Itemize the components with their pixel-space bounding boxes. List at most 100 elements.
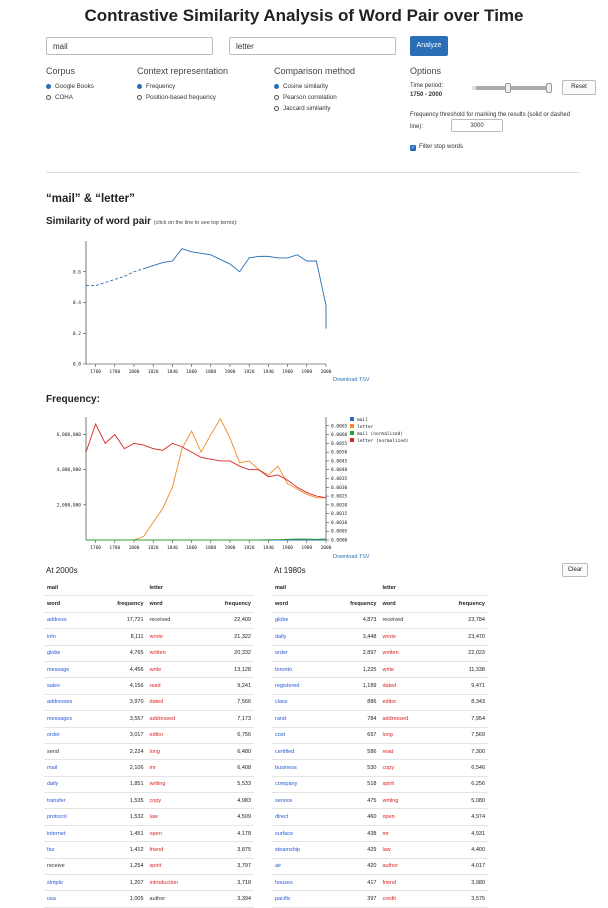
table-row: registered 1,189 dated 9,471 — [272, 678, 488, 694]
table-word-link[interactable]: daily — [272, 629, 325, 645]
table-group-header-cell: letter — [379, 580, 488, 596]
table-word-link[interactable]: write — [379, 661, 433, 677]
table-frequency-cell: 8,111 — [95, 629, 147, 645]
table-word-link[interactable]: read — [147, 678, 202, 694]
reset-button[interactable]: Reset — [562, 80, 596, 95]
table-word-link[interactable]: received — [379, 612, 433, 628]
table-word-link[interactable]: company — [272, 776, 325, 792]
threshold-input[interactable]: 3000 — [451, 119, 503, 132]
table-word-link[interactable]: transfer — [44, 793, 95, 809]
table-word-link[interactable]: spirit — [379, 776, 433, 792]
table-word-link[interactable]: addressed — [379, 711, 433, 727]
table-word-link[interactable]: cost — [272, 727, 325, 743]
slider-handle-end[interactable] — [546, 83, 552, 93]
table-word-link[interactable]: mr — [379, 825, 433, 841]
table-word-link[interactable]: copy — [379, 760, 433, 776]
table-word-link[interactable]: rand — [272, 711, 325, 727]
table-word-link[interactable]: pacific — [272, 891, 325, 907]
table-word-link[interactable]: long — [379, 727, 433, 743]
table-word-link[interactable]: globe — [44, 645, 95, 661]
table-word-link[interactable]: writing — [147, 776, 202, 792]
table-word-link[interactable]: steamship — [272, 842, 325, 858]
table-word-link[interactable]: write — [147, 661, 202, 677]
table-word-link[interactable]: wrote — [379, 629, 433, 645]
table-word-link[interactable]: usa — [44, 891, 95, 907]
table-word-link[interactable]: copy — [147, 793, 202, 809]
table-word-link[interactable]: air — [272, 858, 325, 874]
table-word-link[interactable]: addresses — [44, 694, 95, 710]
analyze-button[interactable]: Analyze — [410, 36, 448, 56]
comparison-option-jaccard[interactable]: Jaccard similarity — [274, 105, 330, 112]
legend-swatch — [350, 424, 354, 428]
table-word-link[interactable]: surface — [272, 825, 325, 841]
table-word-link[interactable]: credit — [379, 891, 433, 907]
table-word-link[interactable]: author — [379, 858, 433, 874]
table-word-link[interactable]: editor — [147, 727, 202, 743]
table-word-link[interactable]: sales — [44, 678, 95, 694]
corpus-option-google-books[interactable]: Google Books — [46, 83, 94, 90]
table-word-link[interactable]: open — [379, 809, 433, 825]
table-word-link[interactable]: class — [272, 694, 325, 710]
table-word-link[interactable]: internet — [44, 825, 95, 841]
table-word-link[interactable]: globe — [272, 612, 325, 628]
table-word-link[interactable]: messages — [44, 711, 95, 727]
table-word-link[interactable]: daily — [44, 776, 95, 792]
table-word-link[interactable]: spirit — [147, 858, 202, 874]
table-word-link[interactable]: editor — [379, 694, 433, 710]
table-word-link[interactable]: friend — [379, 875, 433, 891]
slider-handle-start[interactable] — [505, 83, 511, 93]
table-frequency-cell: 4,931 — [433, 825, 488, 841]
table-word-link[interactable]: open — [147, 825, 202, 841]
table-word-link[interactable]: certified — [272, 743, 325, 759]
table-word-link[interactable]: message — [44, 661, 95, 677]
table-word-link[interactable]: law — [147, 809, 202, 825]
table-word-link[interactable]: dated — [379, 678, 433, 694]
comparison-option-cosine[interactable]: Cosine similarity — [274, 83, 328, 90]
table-word-link[interactable]: send — [44, 743, 95, 759]
table-word-link[interactable]: houses — [272, 875, 325, 891]
comparison-option-pearson[interactable]: Pearson correlation — [274, 94, 337, 101]
period-range-slider[interactable] — [472, 84, 552, 92]
table-word-link[interactable]: written — [147, 645, 202, 661]
table-word-link[interactable]: protocol — [44, 809, 95, 825]
table-word-link[interactable]: read — [379, 743, 433, 759]
clear-button[interactable]: Clear — [562, 563, 588, 577]
table-word-link[interactable]: simple — [44, 875, 95, 891]
table-word-link[interactable]: wrote — [147, 629, 202, 645]
table-word-link[interactable]: friend — [147, 842, 202, 858]
word1-input[interactable]: mail — [46, 37, 213, 55]
table-word-link[interactable]: service — [272, 793, 325, 809]
word2-input[interactable]: letter — [229, 37, 396, 55]
table-word-link[interactable]: info — [44, 629, 95, 645]
frequency-chart[interactable]: 2,000,000 4,000,000 6,000,000 0.0000 0.0005 0… — [30, 412, 420, 557]
table-word-link[interactable]: mr — [147, 760, 202, 776]
similarity-chart[interactable]: 0.0 0.2 0.4 0.6 1760 1780 1800 1820 1840 1860 1880… — [46, 236, 336, 376]
table-word-link[interactable]: toronto — [272, 661, 325, 677]
table-word-link[interactable]: received — [147, 612, 202, 628]
table-word-link[interactable]: long — [147, 743, 202, 759]
table-word-link[interactable]: fax — [44, 842, 95, 858]
table-word-link[interactable]: order — [272, 645, 325, 661]
table-word-link[interactable]: order — [44, 727, 95, 743]
table-word-link[interactable]: introduction — [147, 875, 202, 891]
table-word-link[interactable]: dated — [147, 694, 202, 710]
table-word-link[interactable]: written — [379, 645, 433, 661]
table-word-link[interactable]: registered — [272, 678, 325, 694]
divider — [46, 172, 580, 173]
table-word-link[interactable]: author — [147, 891, 202, 907]
table-word-link[interactable]: business — [272, 760, 325, 776]
table-word-link[interactable]: receive — [44, 858, 95, 874]
download-tsv-link-similarity[interactable]: Download TSV — [333, 377, 370, 383]
table-word-link[interactable]: writing — [379, 793, 433, 809]
context-option-position[interactable]: Position-based frequency — [137, 94, 216, 101]
download-tsv-link-frequency[interactable]: Download TSV — [333, 554, 370, 560]
context-option-frequency[interactable]: Frequency — [137, 83, 175, 90]
corpus-option-coha[interactable]: COHA — [46, 94, 73, 101]
table-word-link[interactable]: addressed — [147, 711, 202, 727]
table-word-link[interactable]: address — [44, 612, 95, 628]
table-word-link[interactable]: mail — [44, 760, 95, 776]
table-word-link[interactable]: direct — [272, 809, 325, 825]
table-word-link[interactable]: law — [379, 842, 433, 858]
table-frequency-cell: 3,575 — [433, 891, 488, 907]
filter-stopwords-checkbox[interactable]: ✓ Filter stop words — [410, 144, 463, 151]
